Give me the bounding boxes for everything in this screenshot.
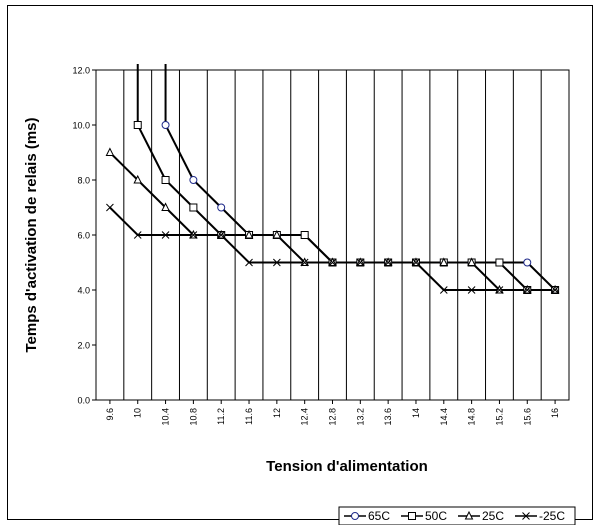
x-tick-label: 14 <box>411 408 421 418</box>
y-tick-label: 4.0 <box>77 286 90 296</box>
x-tick-label: 10.8 <box>188 408 198 426</box>
x-tick-label: 13.2 <box>355 408 365 426</box>
x-tick-label: 11.2 <box>216 408 226 425</box>
data-point-x <box>439 286 448 294</box>
data-point-x <box>523 286 532 294</box>
data-point-triangle <box>439 257 449 266</box>
x-tick-label: 13.6 <box>383 408 393 426</box>
legend: 65C 50C 25C -25C <box>338 506 576 525</box>
x-tick-label: 15.6 <box>522 408 532 426</box>
y-tick-label: 12.0 <box>72 66 90 76</box>
data-point-x <box>356 258 365 267</box>
legend-label: 65C <box>368 509 390 523</box>
x-tick-label: 15.2 <box>494 408 504 426</box>
x-tick-label: 9.6 <box>105 408 115 421</box>
legend-label: 50C <box>425 509 447 523</box>
data-point-triangle <box>133 174 143 184</box>
data-point-x <box>384 258 393 267</box>
series-markers <box>105 121 560 294</box>
data-point-x <box>217 231 226 239</box>
grid-layer <box>123 70 542 400</box>
data-point-x <box>245 258 253 267</box>
data-point-triangle <box>105 147 115 156</box>
data-point-square <box>495 258 504 267</box>
x-tick-label: 10.4 <box>161 408 171 426</box>
data-point-circle <box>161 121 170 129</box>
data-point-triangle <box>161 202 170 211</box>
data-point-x <box>300 258 309 267</box>
data-point-square <box>189 203 198 212</box>
data-point-triangle <box>272 229 282 239</box>
x-axis-title: Tension d'alimentation <box>266 458 428 475</box>
legend-items: 65C 50C 25C -25C <box>344 509 565 523</box>
x-tick-label: 14.4 <box>439 408 449 426</box>
legend-label: 25C <box>482 509 504 523</box>
data-point-circle <box>189 176 198 184</box>
x-tick-label: 14.8 <box>467 408 477 426</box>
data-point-circle <box>523 258 532 267</box>
data-point-x <box>412 258 420 267</box>
series-layer <box>105 64 560 294</box>
y-tick-label: 0.0 <box>77 396 90 406</box>
data-point-x <box>467 286 476 294</box>
y-tick-label: 6.0 <box>77 231 90 241</box>
data-point-x <box>189 231 198 239</box>
x-tick-label: 12 <box>272 408 282 418</box>
data-point-x <box>106 203 114 212</box>
series-line-65C <box>164 64 556 291</box>
data-point-square <box>161 176 170 184</box>
data-point-x <box>522 512 530 520</box>
data-point-triangle <box>244 229 254 239</box>
data-point-triangle <box>464 510 474 520</box>
data-point-x <box>495 286 504 294</box>
x-tick-label: 12.4 <box>300 408 310 426</box>
series-lines <box>109 64 556 291</box>
data-point-x <box>328 258 337 267</box>
legend-label: -25C <box>539 509 565 523</box>
legend-box <box>338 506 576 525</box>
y-axis-title: Temps d'activation de relais (ms) <box>23 117 40 352</box>
x-tick-labels: 9.6 10 10.4 10.8 11.2 11.6 12 12.4 12.8 13.2 13.6 1… <box>105 400 560 426</box>
chart-frame <box>7 5 593 520</box>
data-point-triangle <box>467 257 476 266</box>
x-tick-label: 16 <box>550 408 560 418</box>
x-tick-label: 10 <box>133 408 143 418</box>
y-tick-label: 8.0 <box>77 176 90 186</box>
data-point-x <box>133 231 142 239</box>
y-tick-labels: 0.0 2.0 4.0 6.0 8.0 10.0 12.0 <box>72 66 96 406</box>
data-point-x <box>272 258 281 267</box>
y-tick-label: 10.0 <box>72 121 90 131</box>
series-line-25C <box>109 151 556 291</box>
data-point-circle <box>351 512 359 520</box>
data-point-circle <box>217 203 226 212</box>
data-point-x <box>161 231 170 239</box>
y-tick-label: 2.0 <box>77 341 90 351</box>
data-point-x <box>551 286 559 294</box>
data-point-square <box>408 512 416 520</box>
x-tick-label: 11.6 <box>244 408 254 425</box>
data-point-square <box>133 121 142 129</box>
data-point-square <box>300 231 309 239</box>
x-tick-label: 12.8 <box>328 408 338 426</box>
